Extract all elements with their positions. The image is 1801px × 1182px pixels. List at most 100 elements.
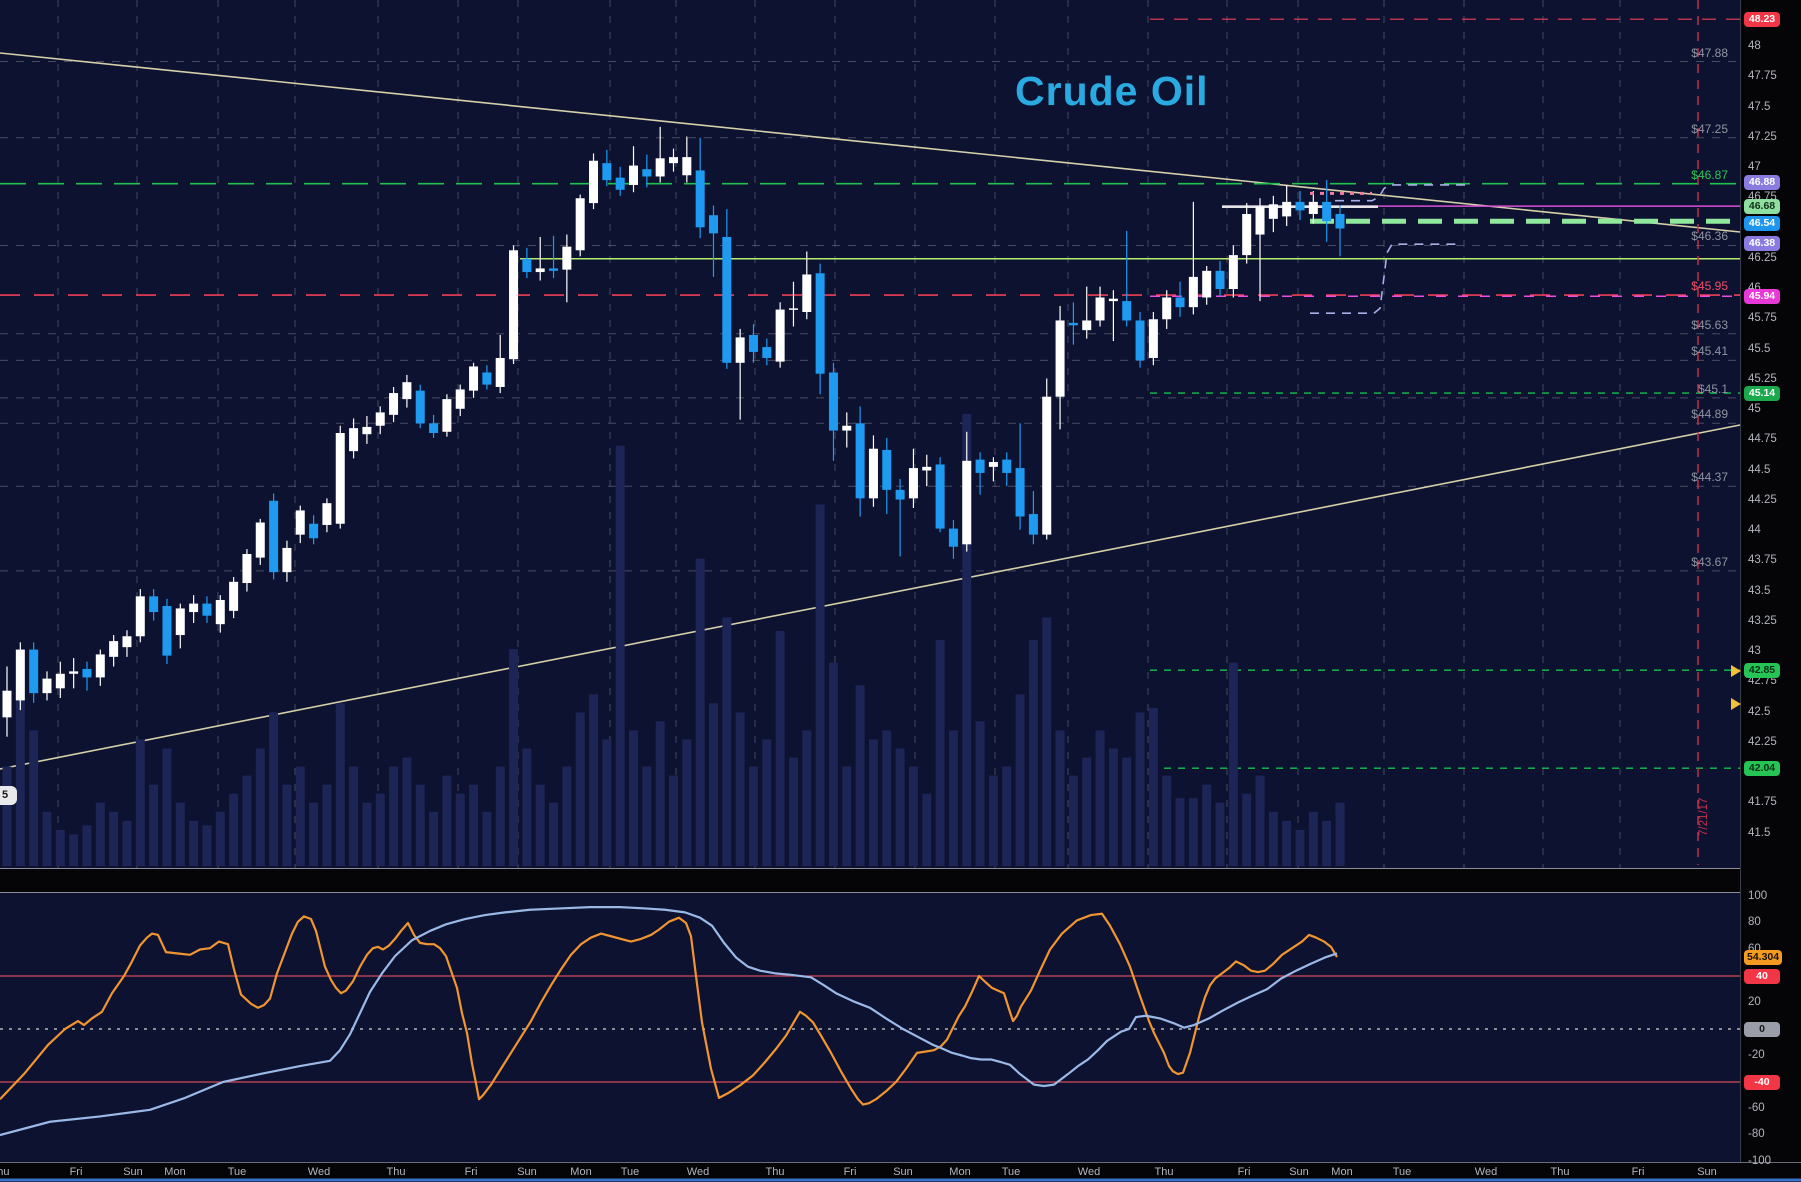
- candle-body[interactable]: [975, 459, 985, 473]
- candle-body[interactable]: [1228, 255, 1238, 289]
- candle-body[interactable]: [389, 393, 399, 415]
- candle-body[interactable]: [722, 236, 732, 363]
- candle-body[interactable]: [669, 157, 678, 164]
- candle-body[interactable]: [1322, 201, 1332, 222]
- candle-body[interactable]: [589, 160, 599, 204]
- candle-body[interactable]: [522, 258, 532, 273]
- candle-body[interactable]: [535, 268, 545, 273]
- candle-body[interactable]: [1295, 201, 1305, 211]
- candle-body[interactable]: [215, 599, 225, 625]
- trendline[interactable]: [0, 424, 1741, 770]
- candle-body[interactable]: [682, 157, 692, 176]
- alert-arrow-icon[interactable]: [1731, 665, 1741, 678]
- candle-body[interactable]: [362, 426, 372, 435]
- candle-body[interactable]: [1255, 206, 1265, 235]
- candle-body[interactable]: [269, 500, 279, 573]
- candle-body[interactable]: [1015, 468, 1025, 517]
- candle-body[interactable]: [109, 641, 119, 657]
- candle-body[interactable]: [255, 522, 265, 558]
- candle-body[interactable]: [1002, 459, 1012, 473]
- candle-body[interactable]: [855, 423, 865, 499]
- candle-body[interactable]: [1202, 270, 1212, 298]
- candle-body[interactable]: [655, 158, 665, 177]
- candle-body[interactable]: [1108, 298, 1118, 302]
- main-panel-background[interactable]: [0, 0, 1740, 868]
- candle-body[interactable]: [442, 399, 452, 432]
- candle-body[interactable]: [349, 428, 359, 452]
- candle-body[interactable]: [402, 382, 412, 400]
- candle-body[interactable]: [429, 423, 439, 433]
- candle-body[interactable]: [1068, 322, 1078, 326]
- candle-body[interactable]: [602, 163, 612, 181]
- candle-body[interactable]: [1282, 201, 1292, 217]
- candle-body[interactable]: [775, 309, 785, 362]
- candle-body[interactable]: [1308, 201, 1318, 214]
- candle-body[interactable]: [455, 389, 465, 409]
- candle-body[interactable]: [1335, 213, 1345, 229]
- candle-body[interactable]: [828, 372, 838, 431]
- candle-body[interactable]: [229, 581, 239, 611]
- candle-body[interactable]: [509, 250, 519, 360]
- candle-body[interactable]: [1268, 204, 1278, 219]
- candle-body[interactable]: [42, 678, 52, 694]
- candle-body[interactable]: [1042, 396, 1052, 535]
- candle-body[interactable]: [948, 528, 958, 547]
- candle-body[interactable]: [82, 668, 92, 678]
- candle-body[interactable]: [469, 366, 479, 391]
- candle-body[interactable]: [295, 510, 305, 535]
- candle-body[interactable]: [708, 215, 718, 234]
- candle-body[interactable]: [935, 464, 945, 529]
- candle-body[interactable]: [615, 177, 625, 190]
- projection-line[interactable]: [1310, 243, 1458, 315]
- candle-body[interactable]: [322, 503, 332, 525]
- candle-body[interactable]: [495, 357, 505, 388]
- candle-body[interactable]: [575, 198, 585, 251]
- candle-body[interactable]: [69, 671, 79, 674]
- oscillator-panel-background[interactable]: [0, 892, 1740, 1162]
- candle-body[interactable]: [695, 170, 705, 228]
- candle-body[interactable]: [162, 606, 172, 656]
- candle-body[interactable]: [375, 412, 385, 426]
- candle-body[interactable]: [922, 466, 932, 471]
- candle-body[interactable]: [122, 636, 132, 648]
- candle-body[interactable]: [642, 169, 652, 177]
- candle-body[interactable]: [549, 268, 559, 271]
- candle-body[interactable]: [29, 649, 39, 694]
- candle-body[interactable]: [55, 673, 65, 689]
- candle-body[interactable]: [962, 460, 972, 545]
- candle-body[interactable]: [175, 608, 185, 636]
- candle-body[interactable]: [908, 468, 918, 499]
- candle-body[interactable]: [1215, 270, 1225, 289]
- candle-body[interactable]: [1188, 276, 1198, 308]
- candle-body[interactable]: [95, 654, 105, 678]
- alert-arrow-icon[interactable]: [1731, 698, 1741, 711]
- candle-body[interactable]: [1095, 297, 1105, 321]
- candle-body[interactable]: [1028, 514, 1038, 535]
- candle-body[interactable]: [802, 274, 812, 312]
- candle-body[interactable]: [815, 273, 825, 374]
- candle-body[interactable]: [202, 603, 212, 616]
- candle-body[interactable]: [988, 462, 998, 467]
- candle-body[interactable]: [1122, 301, 1132, 321]
- candle-body[interactable]: [1055, 320, 1065, 397]
- candle-body[interactable]: [135, 596, 145, 637]
- candle-body[interactable]: [629, 165, 639, 185]
- candle-body[interactable]: [2, 690, 12, 718]
- candle-body[interactable]: [1242, 213, 1252, 256]
- candle-body[interactable]: [562, 246, 572, 270]
- candle-body[interactable]: [1148, 319, 1158, 358]
- candle-body[interactable]: [482, 372, 492, 385]
- candle-body[interactable]: [242, 553, 252, 584]
- candle-body[interactable]: [868, 448, 878, 499]
- candle-body[interactable]: [149, 596, 159, 613]
- candle-body[interactable]: [1175, 297, 1185, 308]
- candle-body[interactable]: [895, 489, 905, 500]
- candle-body[interactable]: [748, 334, 758, 352]
- candle-body[interactable]: [415, 390, 425, 424]
- projection-line[interactable]: [1335, 184, 1470, 202]
- candle-body[interactable]: [882, 449, 892, 490]
- trendline[interactable]: [0, 52, 1741, 233]
- candle-body[interactable]: [1082, 320, 1092, 331]
- candle-body[interactable]: [1162, 297, 1172, 320]
